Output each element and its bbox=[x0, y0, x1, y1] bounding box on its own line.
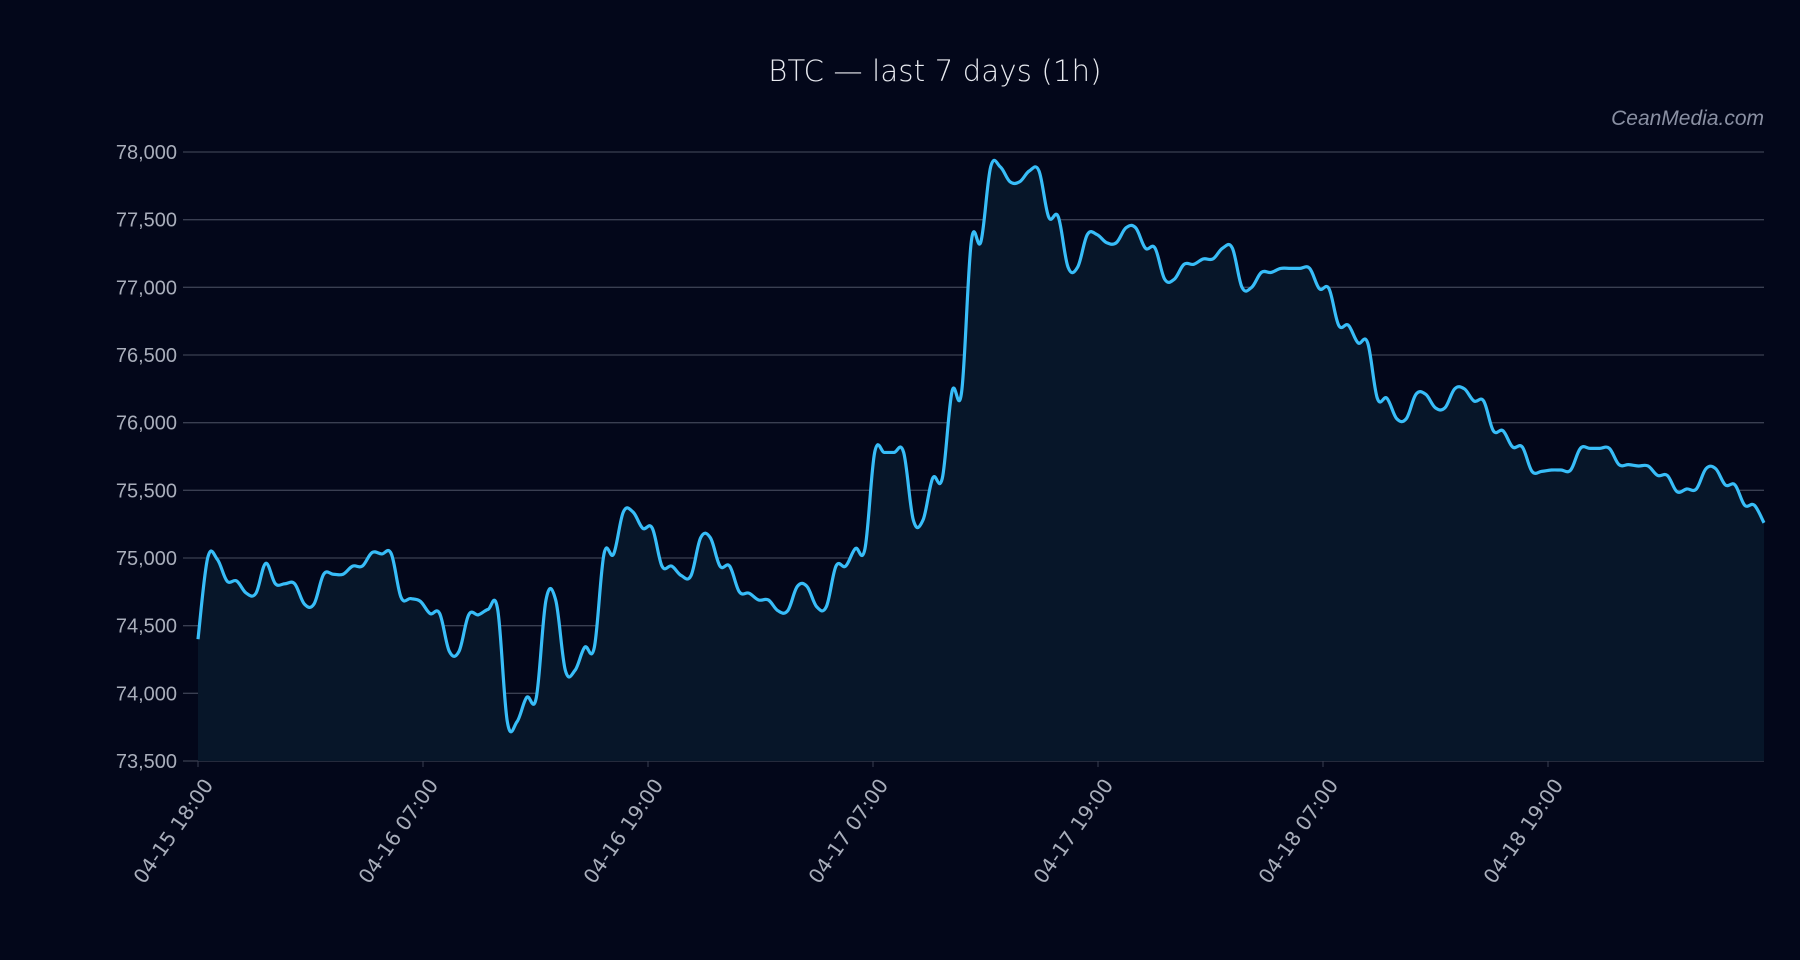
y-tick-label: 76,000 bbox=[116, 413, 177, 435]
y-tick-label: 75,500 bbox=[116, 480, 177, 502]
x-tick-label: 04-16 19:00 bbox=[578, 774, 668, 888]
x-tick-label: 04-18 07:00 bbox=[1253, 774, 1343, 888]
area-fill bbox=[198, 160, 1764, 762]
y-tick-label: 77,500 bbox=[116, 210, 177, 232]
x-tick-label: 04-17 19:00 bbox=[1028, 774, 1118, 888]
x-tick-label: 04-17 07:00 bbox=[803, 774, 893, 888]
y-tick-label: 75,000 bbox=[116, 548, 177, 570]
y-tick-label: 74,000 bbox=[116, 683, 177, 705]
x-tick-label: 04-15 18:00 bbox=[128, 774, 218, 888]
price-line bbox=[196, 158, 1766, 734]
watermark: CeanMedia.com bbox=[1611, 107, 1764, 130]
y-tick-label: 74,500 bbox=[116, 616, 177, 638]
y-axis: 73,500 74,000 74,500 75,000 75,500 76,000 76,5… bbox=[116, 142, 177, 773]
x-tick-label: 04-16 07:00 bbox=[353, 774, 443, 888]
y-tick-label: 78,000 bbox=[116, 142, 177, 164]
y-tick-label: 73,500 bbox=[116, 751, 177, 773]
chart-title: BTC — last 7 days (1h) bbox=[768, 54, 1102, 88]
x-axis: 04-15 18:00 04-16 07:00 04-16 19:00 04-17 0… bbox=[128, 761, 1568, 888]
y-tick-label: 76,500 bbox=[116, 345, 177, 367]
y-tick-label: 77,000 bbox=[116, 277, 177, 299]
x-tick-label: 04-18 19:00 bbox=[1478, 774, 1568, 888]
